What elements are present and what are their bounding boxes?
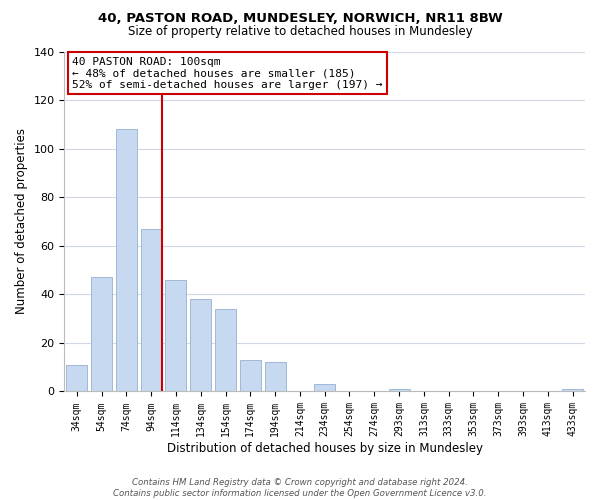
Bar [389, 389, 410, 392]
Bar [265, 362, 286, 392]
X-axis label: Distribution of detached houses by size in Mundesley: Distribution of detached houses by size … [167, 442, 483, 455]
Bar [190, 299, 211, 392]
Bar [116, 129, 137, 392]
Bar [140, 229, 162, 392]
Text: Contains HM Land Registry data © Crown copyright and database right 2024.
Contai: Contains HM Land Registry data © Crown c… [113, 478, 487, 498]
Bar [240, 360, 261, 392]
Bar [314, 384, 335, 392]
Text: 40, PASTON ROAD, MUNDESLEY, NORWICH, NR11 8BW: 40, PASTON ROAD, MUNDESLEY, NORWICH, NR1… [98, 12, 502, 26]
Text: Size of property relative to detached houses in Mundesley: Size of property relative to detached ho… [128, 25, 472, 38]
Bar [91, 278, 112, 392]
Y-axis label: Number of detached properties: Number of detached properties [15, 128, 28, 314]
Bar [562, 389, 583, 392]
Text: 40 PASTON ROAD: 100sqm
← 48% of detached houses are smaller (185)
52% of semi-de: 40 PASTON ROAD: 100sqm ← 48% of detached… [72, 56, 383, 90]
Bar [215, 309, 236, 392]
Bar [66, 365, 88, 392]
Bar [166, 280, 187, 392]
